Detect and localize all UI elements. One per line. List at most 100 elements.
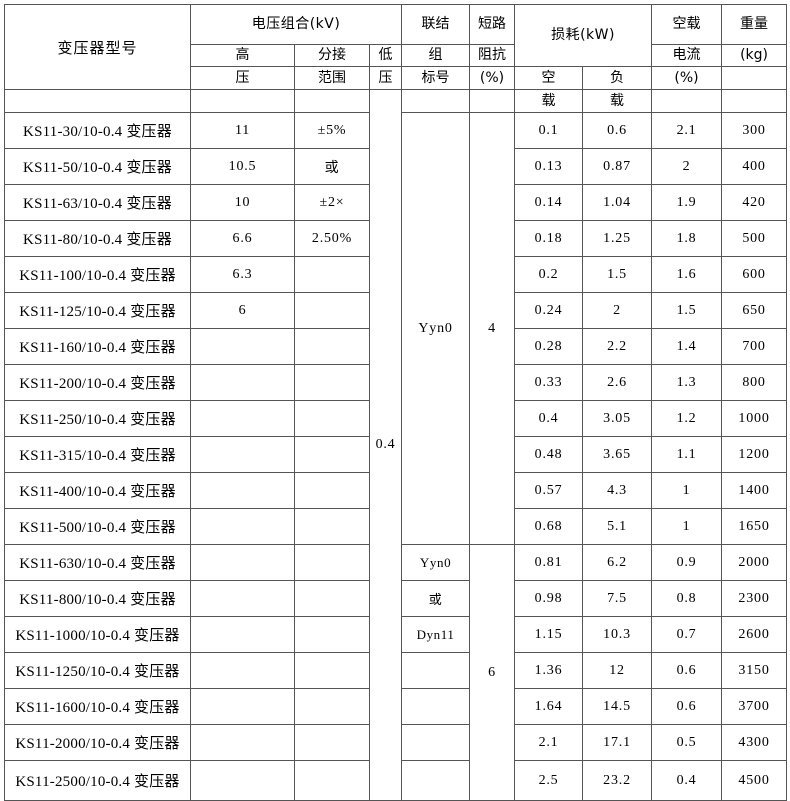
cell-model: KS11-160/10-0.4 变压器 bbox=[4, 328, 191, 365]
cell-no-load-current: 1.2 bbox=[651, 400, 723, 437]
cell-tap-range bbox=[294, 472, 370, 509]
cell-model: KS11-250/10-0.4 变压器 bbox=[4, 400, 191, 437]
header-high-voltage-spacer bbox=[190, 89, 295, 113]
cell-no-load-current: 2 bbox=[651, 148, 723, 185]
cell-weight: 1650 bbox=[721, 508, 788, 545]
header-high-voltage-line1: 高 bbox=[190, 44, 295, 67]
cell-no-load-loss: 0.1 bbox=[514, 112, 584, 149]
cell-model: KS11-630/10-0.4 变压器 bbox=[4, 544, 191, 581]
cell-weight: 3150 bbox=[721, 652, 788, 689]
cell-tap-range bbox=[294, 724, 370, 761]
cell-load-loss: 2.6 bbox=[582, 364, 653, 401]
header-tap-range-line2: 范围 bbox=[294, 66, 370, 90]
cell-high-voltage bbox=[190, 724, 295, 761]
transformer-spec-table: 变压器型号 电压组合(kV) 联结 短路 损耗(kW) 空载 重量 高 分接 低… bbox=[4, 4, 788, 801]
cell-weight: 2600 bbox=[721, 616, 788, 653]
cell-weight: 800 bbox=[721, 364, 788, 401]
header-row-2: 高 分接 低 组 阻抗 电流 (kg) bbox=[5, 44, 788, 67]
table-row: KS11-80/10-0.4 变压器 6.6 2.50% 0.18 1.25 1.8 500 bbox=[4, 220, 788, 257]
header-loss: 损耗(kW) bbox=[514, 4, 653, 67]
cell-no-load-current: 1 bbox=[651, 472, 723, 509]
header-load-loss-line1: 负 bbox=[582, 66, 653, 90]
header-impedance-line3: (%) bbox=[469, 66, 516, 90]
cell-model: KS11-63/10-0.4 变压器 bbox=[4, 184, 191, 221]
header-connection-line1: 联结 bbox=[401, 4, 471, 45]
cell-no-load-loss: 0.13 bbox=[514, 148, 584, 185]
cell-connection-group: Dyn11 bbox=[401, 616, 471, 653]
cell-tap-range bbox=[294, 688, 370, 725]
table-row: KS11-250/10-0.4 变压器 0.4 3.05 1.2 1000 bbox=[4, 400, 788, 437]
cell-tap-range bbox=[294, 436, 370, 473]
cell-high-voltage bbox=[190, 472, 295, 509]
cell-weight: 1400 bbox=[721, 472, 788, 509]
cell-model: KS11-315/10-0.4 变压器 bbox=[4, 436, 191, 473]
cell-high-voltage bbox=[190, 688, 295, 725]
header-no-load-loss-line1: 空 bbox=[514, 66, 584, 90]
cell-no-load-current: 2.1 bbox=[651, 112, 723, 149]
cell-tap-range bbox=[294, 544, 370, 581]
cell-tap-range: ±5% bbox=[294, 112, 370, 149]
header-connection-line3: 标号 bbox=[401, 66, 471, 90]
header-row-1: 变压器型号 电压组合(kV) 联结 短路 损耗(kW) 空载 重量 bbox=[4, 4, 788, 90]
cell-high-voltage bbox=[190, 544, 295, 581]
cell-no-load-current: 0.5 bbox=[651, 724, 723, 761]
cell-no-load-loss: 1.15 bbox=[514, 616, 584, 653]
header-row-3: 压 范围 压 标号 (%) 空 负 (%) bbox=[5, 66, 788, 90]
cell-model: KS11-1000/10-0.4 变压器 bbox=[4, 616, 191, 653]
cell-model: KS11-1250/10-0.4 变压器 bbox=[4, 652, 191, 689]
cell-high-voltage: 10.5 bbox=[190, 148, 295, 185]
cell-no-load-current: 0.8 bbox=[651, 580, 723, 617]
cell-tap-range bbox=[294, 328, 370, 365]
header-weight-line2: (kg) bbox=[721, 44, 788, 67]
cell-high-voltage bbox=[190, 364, 295, 401]
header-model-spacer bbox=[4, 89, 191, 113]
header-weight-spacer bbox=[721, 66, 788, 90]
table-row: KS11-1600/10-0.4 变压器 1.64 14.5 0.6 3700 bbox=[4, 688, 788, 725]
cell-weight: 420 bbox=[721, 184, 788, 221]
cell-load-loss: 4.3 bbox=[582, 472, 653, 509]
cell-model: KS11-30/10-0.4 变压器 bbox=[4, 112, 191, 149]
header-no-load-current-line1: 空载 bbox=[651, 4, 723, 45]
header-connection-line2: 组 bbox=[401, 44, 471, 67]
cell-no-load-current: 0.6 bbox=[651, 652, 723, 689]
cell-high-voltage: 6 bbox=[190, 292, 295, 329]
cell-load-loss: 12 bbox=[582, 652, 653, 689]
cell-no-load-loss: 0.14 bbox=[514, 184, 584, 221]
cell-no-load-current: 1.3 bbox=[651, 364, 723, 401]
cell-high-voltage: 10 bbox=[190, 184, 295, 221]
table-body: 变压器型号 电压组合(kV) 联结 短路 损耗(kW) 空载 重量 高 分接 低… bbox=[4, 4, 788, 801]
cell-model: KS11-50/10-0.4 变压器 bbox=[4, 148, 191, 185]
table-row: KS11-400/10-0.4 变压器 0.57 4.3 1 1400 bbox=[4, 472, 788, 509]
cell-load-loss: 0.87 bbox=[582, 148, 653, 185]
cell-weight: 3700 bbox=[721, 688, 788, 725]
cell-load-loss: 0.6 bbox=[582, 112, 653, 149]
cell-model: KS11-2000/10-0.4 变压器 bbox=[4, 724, 191, 761]
cell-no-load-current: 1.8 bbox=[651, 220, 723, 257]
cell-connection-group bbox=[401, 688, 471, 725]
cell-no-load-loss: 0.24 bbox=[514, 292, 584, 329]
cell-connection-group bbox=[401, 724, 471, 761]
table-row: KS11-1000/10-0.4 变压器 Dyn11 1.15 10.3 0.7 2600 bbox=[4, 616, 788, 653]
header-no-load-loss-line2: 载 bbox=[514, 89, 584, 113]
cell-no-load-loss: 0.68 bbox=[514, 508, 584, 545]
table-row: KS11-800/10-0.4 变压器 或 0.98 7.5 0.8 2300 bbox=[4, 580, 788, 617]
cell-no-load-loss: 0.4 bbox=[514, 400, 584, 437]
header-model: 变压器型号 bbox=[4, 4, 191, 90]
cell-load-loss: 14.5 bbox=[582, 688, 653, 725]
cell-load-loss: 3.65 bbox=[582, 436, 653, 473]
header-row-4: 0.4 载 载 bbox=[4, 89, 788, 801]
cell-high-voltage bbox=[190, 436, 295, 473]
cell-load-loss: 2 bbox=[582, 292, 653, 329]
table-row: KS11-2000/10-0.4 变压器 2.1 17.1 0.5 4300 bbox=[4, 724, 788, 761]
cell-high-voltage bbox=[190, 508, 295, 545]
cell-model: KS11-80/10-0.4 变压器 bbox=[4, 220, 191, 257]
cell-high-voltage bbox=[190, 328, 295, 365]
cell-tap-range bbox=[294, 508, 370, 545]
cell-weight: 600 bbox=[721, 256, 788, 293]
cell-load-loss: 10.3 bbox=[582, 616, 653, 653]
table-row: KS11-160/10-0.4 变压器 0.28 2.2 1.4 700 bbox=[4, 328, 788, 365]
table-row: KS11-315/10-0.4 变压器 0.48 3.65 1.1 1200 bbox=[4, 436, 788, 473]
cell-load-loss: 1.25 bbox=[582, 220, 653, 257]
cell-tap-range bbox=[294, 400, 370, 437]
cell-model: KS11-1600/10-0.4 变压器 bbox=[4, 688, 191, 725]
